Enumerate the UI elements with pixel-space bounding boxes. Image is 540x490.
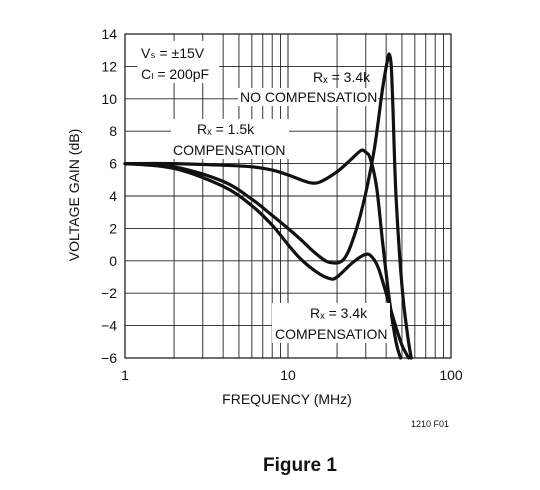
label-34k-comp-bg xyxy=(272,303,390,343)
load-capacitance-label: Cₗ = 200pF xyxy=(141,66,209,82)
y-tick-label: 6 xyxy=(109,156,117,172)
y-tick-label: 2 xyxy=(109,220,117,236)
y-tick-label: 10 xyxy=(101,91,117,107)
x-tick-label: 10 xyxy=(280,367,296,383)
axes: 14 12 10 8 6 4 2 0 −2 −4 −61 10 100 xyxy=(101,26,463,383)
y-tick-label: 12 xyxy=(101,58,117,74)
x-axis-title: FREQUENCY (MHz) xyxy=(222,391,352,407)
plot-frame xyxy=(124,33,452,359)
series-line-1 xyxy=(123,52,413,360)
label-34k-nocomp-line2: NO COMPENSATION xyxy=(240,89,377,105)
label-34k-nocomp-bg xyxy=(238,88,378,106)
y-axis-title: VOLTAGE GAIN (dB) xyxy=(66,129,82,262)
curves xyxy=(123,52,413,360)
label-15k-comp-line1: Rₓ = 1.5k xyxy=(197,121,255,137)
annotations: Vₛ = ±15V Cₗ = 200pF Rₓ = 3.4k NO COMPEN… xyxy=(137,41,390,343)
label-15k-comp-bg xyxy=(171,119,289,159)
y-tick-label: 8 xyxy=(109,123,117,139)
label-34k-comp-line2: COMPENSATION xyxy=(275,326,388,342)
label-15k-comp-line2: COMPENSATION xyxy=(173,142,286,158)
y-tick-label: −4 xyxy=(101,318,117,334)
y-tick-label: 0 xyxy=(109,253,117,269)
cond-label-bg xyxy=(137,41,219,83)
label-34k-comp-line1: Rₓ = 3.4k xyxy=(310,305,368,321)
series-line-3 xyxy=(123,162,411,360)
label-34k-nocomp-line1: Rₓ = 3.4k xyxy=(313,69,371,85)
y-tick-label: −2 xyxy=(101,285,117,301)
series-line-2 xyxy=(123,148,403,360)
y-tick-label: 14 xyxy=(101,26,117,42)
x-tick-label: 100 xyxy=(439,367,463,383)
figure-caption: Figure 1 xyxy=(263,455,337,476)
y-tick-label: 4 xyxy=(109,188,117,204)
x-tick-label: 1 xyxy=(121,367,129,383)
figure-code: 1210 F01 xyxy=(411,419,449,429)
y-tick-label: −6 xyxy=(101,350,117,366)
supply-voltage-label: Vₛ = ±15V xyxy=(141,45,205,61)
